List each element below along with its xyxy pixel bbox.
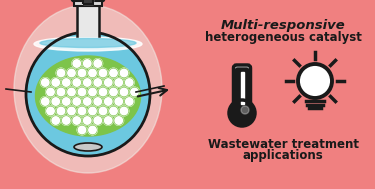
Circle shape: [124, 78, 134, 87]
Circle shape: [88, 106, 97, 116]
Circle shape: [72, 116, 81, 125]
Bar: [83, 0, 93, 4]
Circle shape: [62, 97, 71, 106]
Circle shape: [93, 59, 102, 68]
Circle shape: [119, 87, 129, 97]
Circle shape: [67, 87, 76, 97]
Circle shape: [26, 32, 150, 156]
Circle shape: [109, 87, 118, 97]
Circle shape: [104, 78, 113, 87]
Circle shape: [51, 78, 60, 87]
Circle shape: [46, 106, 55, 116]
Circle shape: [88, 68, 97, 78]
Circle shape: [77, 87, 87, 97]
Circle shape: [72, 78, 81, 87]
Circle shape: [51, 97, 60, 106]
Ellipse shape: [40, 39, 136, 47]
Circle shape: [82, 59, 92, 68]
Circle shape: [104, 116, 113, 125]
Ellipse shape: [34, 37, 142, 51]
Text: Multi-responsive: Multi-responsive: [220, 19, 345, 33]
Circle shape: [77, 106, 87, 116]
Circle shape: [51, 116, 60, 125]
Circle shape: [88, 87, 97, 97]
Circle shape: [114, 97, 123, 106]
Circle shape: [98, 106, 108, 116]
Circle shape: [88, 125, 97, 135]
Circle shape: [98, 87, 108, 97]
Circle shape: [109, 68, 118, 78]
Bar: [74, 1, 102, 6]
Circle shape: [130, 87, 139, 97]
Circle shape: [229, 100, 255, 126]
Circle shape: [56, 68, 66, 78]
Circle shape: [40, 97, 50, 106]
Circle shape: [241, 106, 249, 114]
Circle shape: [82, 78, 92, 87]
Circle shape: [40, 78, 50, 87]
Ellipse shape: [36, 56, 141, 136]
Circle shape: [56, 106, 66, 116]
Circle shape: [77, 68, 87, 78]
Circle shape: [72, 59, 81, 68]
Circle shape: [46, 87, 55, 97]
Circle shape: [98, 68, 108, 78]
Circle shape: [119, 106, 129, 116]
Circle shape: [298, 64, 332, 98]
FancyBboxPatch shape: [234, 65, 250, 113]
Ellipse shape: [74, 143, 102, 151]
Circle shape: [62, 78, 71, 87]
Bar: [83, 0, 93, 4]
Circle shape: [93, 116, 102, 125]
Text: Wastewater treatment: Wastewater treatment: [207, 138, 358, 150]
FancyBboxPatch shape: [236, 68, 249, 110]
Text: applications: applications: [243, 149, 323, 163]
Circle shape: [93, 97, 102, 106]
Circle shape: [56, 87, 66, 97]
Circle shape: [82, 116, 92, 125]
Circle shape: [114, 78, 123, 87]
Circle shape: [72, 97, 81, 106]
Text: heterogeneous catalyst: heterogeneous catalyst: [205, 32, 362, 44]
Circle shape: [93, 78, 102, 87]
Circle shape: [67, 68, 76, 78]
Circle shape: [114, 116, 123, 125]
Circle shape: [62, 116, 71, 125]
Circle shape: [82, 97, 92, 106]
Bar: [240, 72, 243, 104]
Circle shape: [67, 106, 76, 116]
Bar: [74, 1, 102, 6]
Circle shape: [124, 97, 134, 106]
Ellipse shape: [14, 5, 162, 173]
Circle shape: [119, 68, 129, 78]
Circle shape: [104, 97, 113, 106]
Bar: [77, 6, 99, 36]
Circle shape: [109, 106, 118, 116]
Circle shape: [77, 125, 87, 135]
